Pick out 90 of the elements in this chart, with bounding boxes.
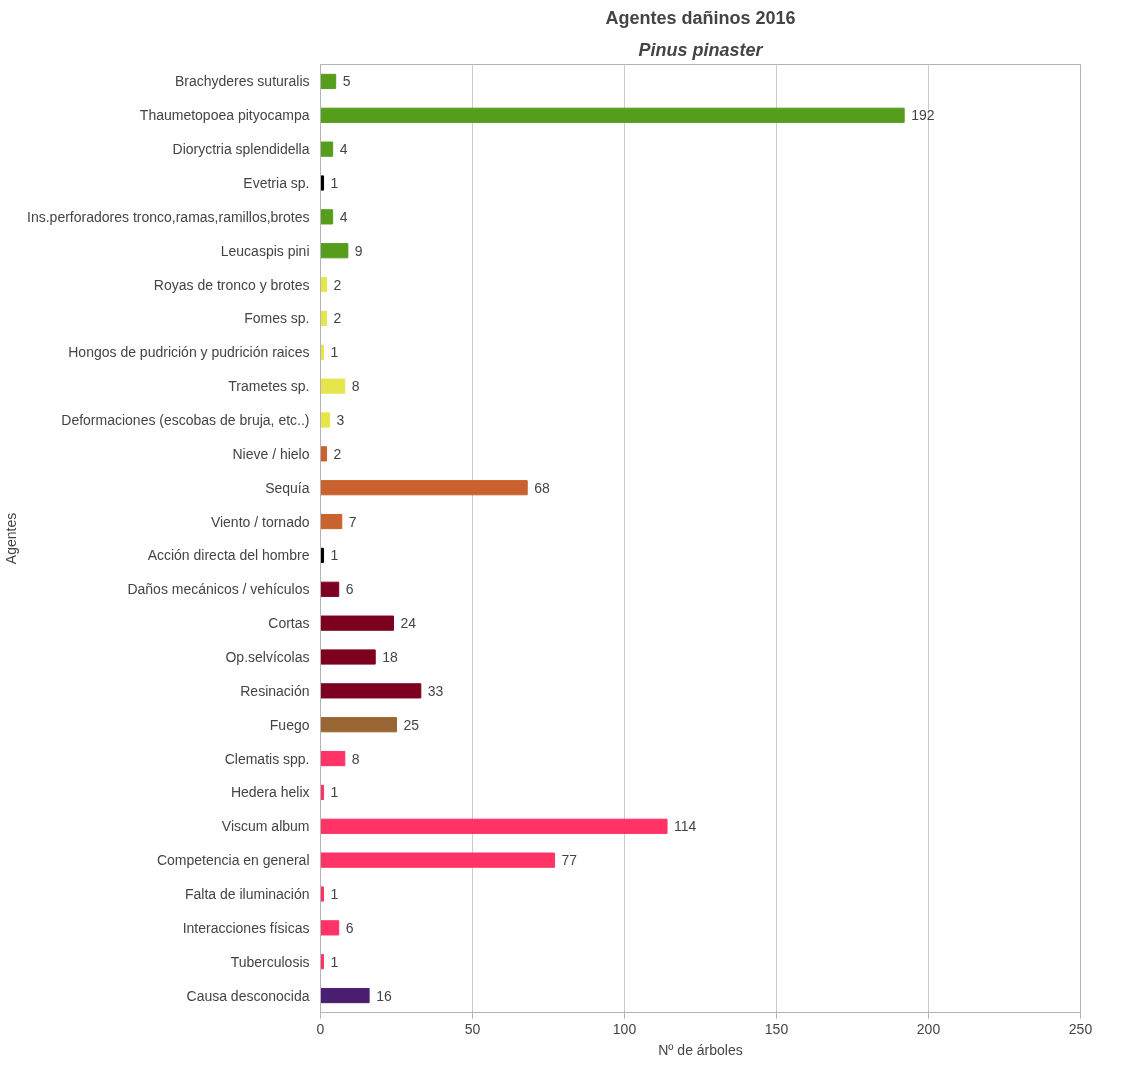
data-label: 114 <box>674 818 697 835</box>
data-label: 9 <box>354 242 363 259</box>
chart-subtitle: Pinus pinaster <box>638 39 764 60</box>
bar <box>320 852 556 868</box>
y-tick-label: Ins.perforadores tronco,ramas,ramillos,brotes <box>27 208 310 225</box>
bar <box>320 480 528 496</box>
bar <box>320 73 337 90</box>
bar <box>320 107 905 123</box>
y-tick-label: Dioryctria splendidella <box>172 141 310 158</box>
x-tick-label: 0 <box>316 1020 325 1037</box>
y-tick-label: Tuberculosis <box>230 953 310 970</box>
x-tick-label: 100 <box>612 1020 637 1037</box>
chart-title: Agentes dañinos 2016 <box>605 7 796 28</box>
y-tick-label: Brachyderes suturalis <box>174 73 310 90</box>
y-tick-label: Interacciones físicas <box>182 919 310 936</box>
y-tick-label: Fomes sp. <box>244 310 310 327</box>
bar <box>320 920 340 936</box>
y-tick-label: Causa desconocida <box>186 987 310 1004</box>
bar <box>320 175 325 191</box>
y-tick-label: Evetria sp. <box>243 175 310 191</box>
y-tick-label: Competencia en general <box>156 852 310 869</box>
y-tick-label: Thaumetopoea pityocampa <box>139 107 310 124</box>
y-tick-label: Cortas <box>268 615 310 632</box>
data-label: 3 <box>336 412 345 428</box>
data-label: 33 <box>427 682 444 699</box>
y-tick-label: Falta de iluminación <box>184 886 310 902</box>
bar <box>320 987 370 1004</box>
bar <box>320 649 376 665</box>
y-tick-label: Sequía <box>265 479 310 496</box>
data-label: 192 <box>911 107 935 124</box>
bar <box>320 750 346 767</box>
bar <box>320 581 340 597</box>
x-tick-label: 250 <box>1068 1020 1093 1037</box>
data-label: 1 <box>330 175 339 191</box>
data-label: 6 <box>345 581 354 598</box>
bar <box>320 513 343 530</box>
data-label: 5 <box>342 73 351 90</box>
data-label: 8 <box>351 750 360 767</box>
y-tick-label: Viscum album <box>221 818 310 835</box>
y-tick-label: Nieve / hielo <box>232 445 310 462</box>
data-label: 24 <box>400 615 417 632</box>
bar <box>320 310 328 327</box>
y-tick-label: Daños mecánicos / vehículos <box>127 581 310 598</box>
y-tick-label: Viento / tornado <box>210 513 310 530</box>
data-label: 6 <box>345 919 354 936</box>
x-tick-label: 50 <box>464 1020 481 1037</box>
bar <box>320 276 328 293</box>
data-label: 18 <box>382 649 399 665</box>
data-label: 4 <box>339 141 348 158</box>
bar <box>320 818 668 834</box>
data-label: 7 <box>348 513 357 530</box>
bar <box>320 886 325 902</box>
data-label: 8 <box>351 378 360 395</box>
data-label: 1 <box>330 344 339 361</box>
y-tick-label: Acción directa del hombre <box>147 547 310 564</box>
bar <box>320 615 394 631</box>
y-tick-label: Fuego <box>269 716 310 733</box>
y-axis-title: Agentes <box>3 512 20 565</box>
y-tick-label: Deformaciones (escobas de bruja, etc..) <box>61 412 310 428</box>
bar <box>320 243 349 259</box>
data-label: 68 <box>534 479 551 496</box>
data-label: 1 <box>330 953 339 970</box>
data-label: 25 <box>403 716 420 733</box>
bar <box>320 717 397 733</box>
bar <box>320 446 328 462</box>
y-tick-label: Hongos de pudrición y pudrición raices <box>68 344 310 361</box>
data-label: 1 <box>330 547 339 564</box>
bar <box>320 209 334 225</box>
y-tick-label: Hedera helix <box>230 784 310 801</box>
data-label: 16 <box>376 987 392 1004</box>
x-tick-label: 150 <box>764 1020 789 1037</box>
x-axis-title: Nº de árboles <box>658 1041 743 1058</box>
y-tick-label: Royas de tronco y brotes <box>153 276 310 293</box>
y-tick-label: Clematis spp. <box>224 750 310 767</box>
bar <box>320 683 422 699</box>
x-tick-label: 200 <box>916 1020 941 1037</box>
data-label: 2 <box>333 310 342 327</box>
y-tick-label: Resinación <box>240 682 310 699</box>
data-label: 1 <box>330 784 339 801</box>
bar <box>320 412 331 428</box>
bar <box>320 141 334 157</box>
data-label: 4 <box>339 208 348 225</box>
data-label: 77 <box>561 852 578 869</box>
y-tick-label: Op.selvícolas <box>225 649 310 665</box>
data-label: 2 <box>333 445 342 462</box>
y-tick-label: Trametes sp. <box>228 378 310 395</box>
data-label: 1 <box>330 886 339 902</box>
y-tick-label: Leucaspis pini <box>220 242 310 259</box>
bar <box>320 378 346 394</box>
data-label: 2 <box>333 276 342 293</box>
